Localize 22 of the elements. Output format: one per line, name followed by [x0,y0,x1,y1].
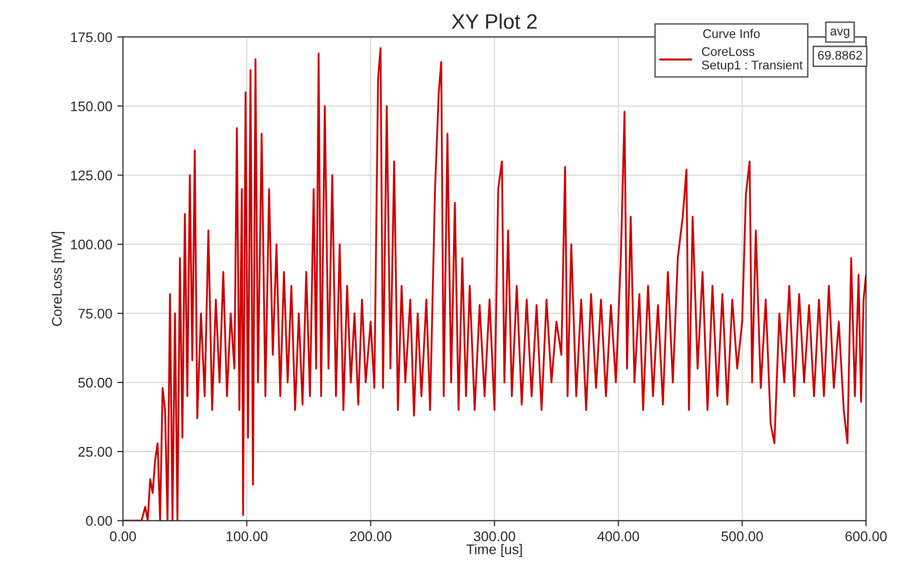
annotation: 69.8862 [818,50,862,60]
x-tick-label: 400.00 [597,531,640,542]
legend-label: CoreLoss Setup1 : Transient [702,47,803,72]
x-tick-label: 300.00 [474,531,516,542]
annotation: avg [830,28,850,38]
x-tick-label: 600.00 [846,531,887,542]
y-tick-label: 0.00 [86,516,112,526]
y-tick-label: 175.00 [71,32,112,42]
y-tick-label: 125.00 [71,170,112,180]
x-tick-label: 0.00 [110,531,136,542]
x-axis-title: Time [us] [466,544,522,557]
y-tick-label: 100.00 [71,240,112,250]
x-tick-label: 100.00 [226,531,268,542]
y-tick-label: 25.00 [78,446,112,457]
x-tick-label: 500.00 [722,531,763,542]
y-tick-label: 50.00 [78,378,112,388]
chart-title: XY Plot 2 [452,14,537,29]
y-axis-title: CoreLoss [mW] [52,232,64,326]
legend-title: Curve Info [703,28,760,38]
y-tick-label: 150.00 [71,101,112,112]
x-tick-label: 200.00 [350,531,392,542]
y-tick-label: 75.00 [78,308,112,319]
